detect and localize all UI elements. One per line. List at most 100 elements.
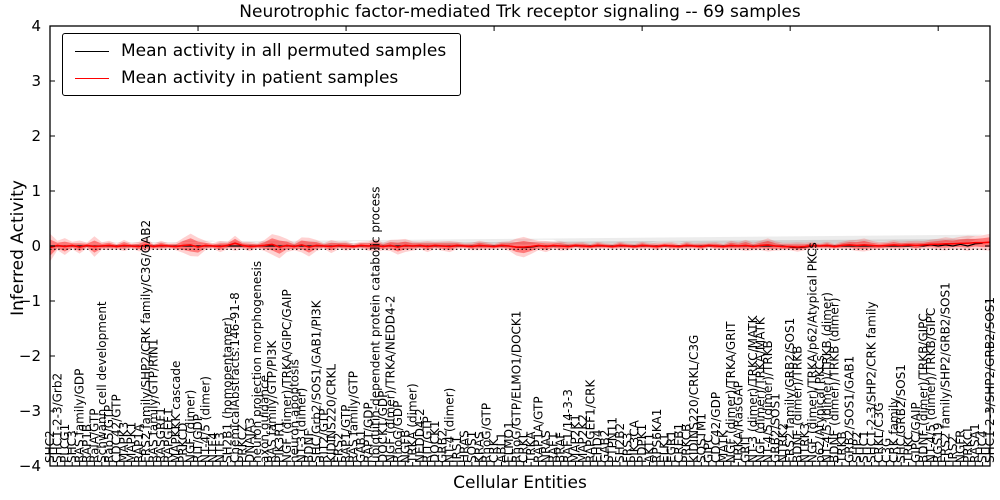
x-tick-label: FRS3 [620,433,634,464]
x-tick-label: IRS1 [450,436,464,463]
x-tick-label: PRKCB [680,424,694,463]
patient-mean-line [49,241,991,249]
x-tick-label: GAB2 [598,430,612,463]
x-tick-label: MAPKKK cascade [169,361,183,463]
y-tick-label: −4 [19,457,41,475]
y-tick-label: 2 [31,127,41,145]
x-tick-label: PDPK1 [635,424,649,463]
x-tick-label: SHC4 [976,430,990,463]
x-tick-label: MAPK3 [117,422,131,463]
x-tick-label: RAP1A/GTP [532,396,546,463]
x-tick-label: MAPK1 [124,422,138,463]
legend-row-permuted: Mean activity in all permuted samples [75,41,446,61]
y-tick-label: 4 [31,17,41,35]
x-tick-label: NRAS [539,430,553,463]
x-tick-label: SHC3 [65,430,79,463]
x-tick-label: EHD4 [591,430,605,463]
x-tick-label: FRS2 family/SHP2/CRK family/C3G/GAB2 [139,220,153,463]
x-tick-label: BDNF [302,430,316,463]
permuted-std-band-outer [50,234,983,244]
y-tick-label: 0 [31,237,41,255]
x-tick-label: CRKL/C3G [872,402,886,463]
x-tick-label: NGFB [398,430,412,463]
x-tick-label: NTF4 [206,432,220,463]
x-tick-label: BDNF (dimer)/TRKB (dimer) [828,298,842,463]
x-tick-label: KIDINS220/CRKL/C3G [687,335,701,463]
y-tick-label: −2 [19,347,41,365]
x-tick-label: KIDINS220/CRKL [324,364,338,463]
x-tick-label: TRKA (dimer) [406,383,420,464]
x-tick-label: RAP1A [132,423,146,463]
x-tick-label: RAS family/GDP [73,369,87,463]
permuted-line-swatch [75,50,109,52]
x-tick-label: CRKL [517,431,531,463]
x-tick-label: GRB2 [435,429,449,463]
x-tick-label: RIT/GDP [191,414,205,463]
x-tick-label: PIK3R1 [272,421,286,463]
x-tick-label: NGF (dimer) [184,390,198,463]
legend-label-permuted: Mean activity in all permuted samples [121,41,447,61]
x-tick-label: BRAF [554,432,568,463]
x-tick-label: SHC1-2-3/SHP2/CRK family [865,301,879,463]
x-tick-label: ELMO1 [502,421,516,463]
x-tick-label: NGF (dimer)/TRKA/NEDD4-2 [383,295,397,463]
x-tick-label: PRKCI [961,428,975,463]
y-tick-label: −1 [19,292,41,310]
x-tick-label: RAP1B [80,424,94,463]
x-tick-label: NTF3 [213,432,227,463]
x-tick-label: FRS2 family/GRB2/SOS1 [783,318,797,463]
x-tick-label: PTPN11 [606,417,620,463]
x-tick-label: ChemicalAbstracts:146-91-8 [228,292,242,463]
x-tick-label: NT-3 (dimer)/TRKC/MATK [746,314,760,463]
x-tick-label: RIT/GTP [420,416,434,463]
x-tick-label: RhoG/GTP/ELMO1/DOCK1 [509,311,523,463]
x-tick-label: axon guidance [258,375,272,463]
x-tick-label: GIPC/GAIP [909,402,923,463]
x-tick-label: SH2B2 [613,423,627,463]
x-tick-label: RhoG/GDP [391,401,405,463]
x-tick-label: SQSTM1 [694,413,708,463]
plot-border [49,25,991,467]
x-tick-label: RAS family/GTP/PI3K [265,340,279,463]
x-tick-label: neuron projection morphogenesis [250,261,264,463]
x-tick-label: GRIT [739,434,753,463]
y-tick-label: −3 [19,402,41,420]
x-tick-label: FRS2 family/SHP2/GRB2/SOS1 [939,282,953,463]
patient-line-swatch [75,77,109,79]
x-tick-label: RAP1/GTP [339,405,353,463]
x-tick-label: KRAS [472,431,486,463]
x-tick-label: TRKA/RasGAP [731,381,745,464]
x-tick-label: GIPC [702,435,716,463]
x-tick-label: SHC1 [857,430,871,463]
x-tick-label: CREB1 [672,423,686,463]
x-tick-label: CDC42/GDP [709,392,723,463]
x-tick-label: Rab5/GTP [102,405,116,463]
chart-title: Neurotrophic factor-mediated Trk recepto… [239,2,801,22]
x-tick-label: CDC42/GTP [110,394,124,463]
x-tick-label: NT-4/5 (dimer)/TRKB/GIPC [924,308,938,463]
x-tick-label: RASGRF1 [154,407,168,463]
x-tick-label: NEDD4-2 [413,408,427,463]
x-tick-label: TRKB [835,431,849,464]
x-tick-label: NT-4/5 (dimer)/TRKB [761,340,775,463]
x-tick-label: ELK1 [657,433,671,463]
x-tick-label: RAF1/14-3-3 [561,389,575,463]
y-tick-label: 3 [31,72,41,90]
x-tick-label: RGS19 [931,422,945,463]
x-tick-label: NGFR [953,429,967,463]
x-tick-label: ubiquitin-dependent protein catabolic pr… [369,187,383,463]
x-tick-label: p62/Atypical PKCs [813,355,827,463]
x-tick-label: RAS family/GTP [346,371,360,463]
x-tick-label: MAP2K1 [569,414,583,463]
x-tick-label: NT-4/5 (dimer) [198,376,212,463]
x-tick-label: GRB2/SOS1/GAB1 [842,356,856,463]
x-tick-label: RAF1 [546,432,560,463]
y-tick-label: 1 [31,182,41,200]
x-tick-label: RAS family/GTP/RIN1 [147,338,161,463]
x-tick-label: NT-4 (dimer) [443,388,457,463]
x-tick-label: RASA1 [968,423,982,463]
x-tick-label: TRKA [524,431,538,464]
x-tick-label: NT-4/5 (dimer)/TRKB (dimer) [820,292,834,463]
x-tick-label: DOCK1/GDP [376,391,390,463]
